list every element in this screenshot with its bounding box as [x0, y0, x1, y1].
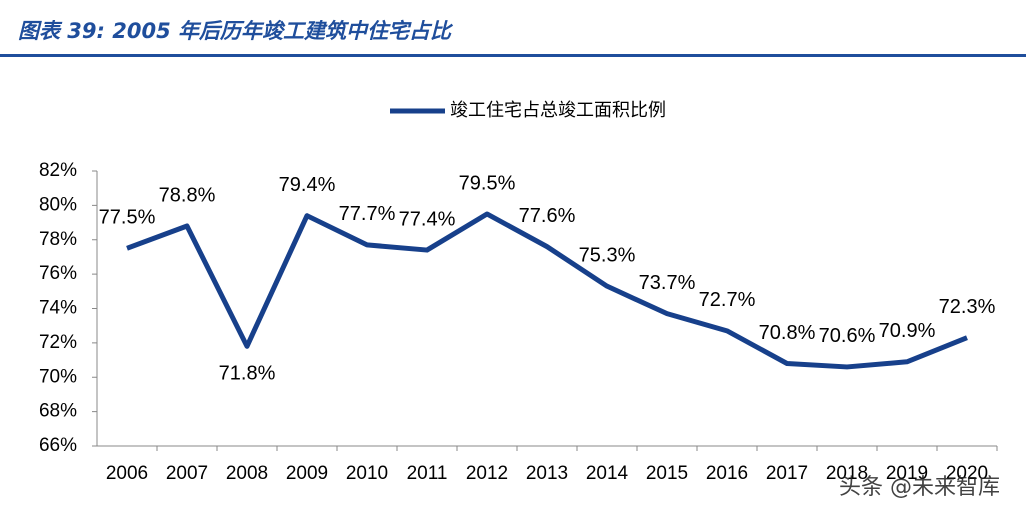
data-label: 77.4%: [399, 208, 456, 230]
data-label: 70.9%: [879, 320, 936, 342]
x-tick-label: 2007: [166, 463, 208, 484]
data-label: 72.3%: [939, 296, 996, 318]
legend-label: 竣工住宅占总竣工面积比例: [450, 100, 666, 121]
x-tick-label: 2019: [886, 463, 928, 484]
y-tick-label: 76%: [39, 263, 77, 284]
x-tick-label: 2012: [466, 463, 508, 484]
data-label: 70.8%: [759, 322, 816, 344]
chart-title: 图表 39: 2005 年后历年竣工建筑中住宅占比: [18, 19, 454, 43]
data-label: 77.7%: [339, 203, 396, 225]
x-tick-label: 2015: [646, 463, 688, 484]
x-tick-label: 2017: [766, 463, 808, 484]
data-label: 72.7%: [699, 289, 756, 311]
data-label: 70.6%: [819, 325, 876, 347]
data-label: 77.6%: [519, 205, 576, 227]
data-label: 77.5%: [99, 207, 156, 229]
y-tick-label: 66%: [39, 435, 77, 456]
x-tick-label: 2009: [286, 463, 328, 484]
data-label: 78.8%: [159, 184, 216, 206]
y-tick-label: 70%: [39, 366, 77, 387]
y-tick-label: 80%: [39, 194, 77, 215]
x-tick-label: 2006: [106, 463, 148, 484]
data-label: 79.4%: [279, 174, 336, 196]
x-tick-label: 2016: [706, 463, 748, 484]
x-tick-label: 2011: [407, 463, 448, 484]
y-tick-label: 78%: [39, 229, 77, 250]
x-tick-label: 2020: [946, 463, 988, 484]
header-rule: [0, 54, 1026, 57]
y-tick-label: 72%: [39, 332, 77, 353]
y-tick-label: 82%: [39, 160, 77, 181]
y-tick-label: 74%: [39, 298, 77, 319]
x-tick-label: 2010: [346, 463, 388, 484]
x-tick-label: 2008: [226, 463, 268, 484]
data-label: 71.8%: [219, 363, 276, 385]
data-label: 75.3%: [579, 244, 636, 266]
x-tick-label: 2018: [826, 463, 868, 484]
watermark: 头条 @未来智库: [839, 475, 1000, 500]
data-label: 73.7%: [639, 272, 696, 294]
x-tick-label: 2013: [526, 463, 568, 484]
data-label: 79.5%: [459, 172, 516, 194]
line: [126, 211, 968, 370]
y-tick-label: 68%: [39, 401, 77, 422]
x-tick-label: 2014: [586, 463, 629, 484]
